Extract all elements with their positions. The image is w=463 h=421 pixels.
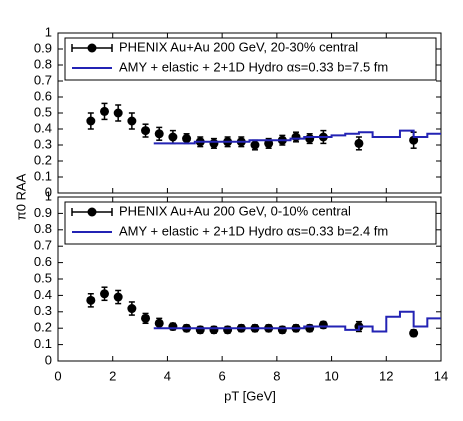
data-point [141, 313, 151, 323]
y-tick-label: 0.1 [34, 168, 52, 183]
data-point [182, 134, 192, 144]
data-point [209, 325, 219, 335]
x-tick-label: 10 [324, 368, 338, 383]
data-point [100, 289, 110, 299]
y-axis-label: π0 RAA [13, 173, 28, 220]
legend-label: AMY + elastic + 2+1D Hydro αs=0.33 b=2.4… [119, 223, 388, 238]
x-tick-label: 8 [273, 368, 280, 383]
data-point [154, 318, 164, 328]
data-point [223, 325, 233, 335]
data-point [277, 325, 287, 335]
y-tick-label: 0.8 [34, 221, 52, 236]
y-tick-label: 0.2 [34, 320, 52, 335]
data-point [168, 132, 178, 142]
y-tick-label: 1 [45, 24, 52, 39]
data-point [250, 140, 260, 150]
y-tick-label: 0.9 [34, 205, 52, 220]
y-tick-label: 0.7 [34, 72, 52, 87]
legend-swatch [87, 207, 97, 217]
y-tick-label: 0.6 [34, 88, 52, 103]
y-tick-label: 0.3 [34, 136, 52, 151]
y-tick-label: 0.2 [34, 152, 52, 167]
model-line [153, 310, 441, 333]
legend-box [64, 201, 437, 245]
data-point [195, 325, 205, 335]
x-tick-label: 4 [164, 368, 171, 383]
legend-swatch [87, 43, 97, 53]
data-point [168, 322, 178, 332]
y-tick-label: 0.5 [34, 104, 52, 119]
data-point [100, 106, 110, 116]
data-point [409, 328, 419, 338]
y-tick-label: 0.5 [34, 270, 52, 285]
data-point [209, 138, 219, 148]
legend-label: AMY + elastic + 2+1D Hydro αs=0.33 b=7.5… [119, 59, 388, 74]
y-tick-label: 0.3 [34, 303, 52, 318]
x-tick-label: 0 [54, 368, 61, 383]
legend-label: PHENIX Au+Au 200 GeV, 0-10% central [119, 203, 351, 218]
legend-label: PHENIX Au+Au 200 GeV, 20-30% central [119, 39, 358, 54]
data-point [113, 108, 123, 118]
x-tick-label: 2 [109, 368, 116, 383]
y-tick-label: 0.7 [34, 238, 52, 253]
data-point [127, 304, 137, 314]
y-tick-label: 0.4 [34, 287, 52, 302]
x-tick-label: 6 [219, 368, 226, 383]
data-point [127, 116, 137, 126]
x-tick-label: 12 [379, 368, 393, 383]
data-point [86, 116, 96, 126]
data-point [305, 134, 315, 144]
legend-box [64, 37, 437, 81]
data-point [86, 295, 96, 305]
y-tick-label: 1 [45, 188, 52, 203]
x-tick-label: 14 [434, 368, 448, 383]
data-point [305, 323, 315, 333]
data-point [354, 138, 364, 148]
y-tick-label: 0.9 [34, 40, 52, 55]
data-point [154, 129, 164, 139]
y-tick-label: 0.1 [34, 336, 52, 351]
y-tick-label: 0.8 [34, 56, 52, 71]
data-point [291, 132, 301, 142]
model-line [153, 129, 441, 145]
x-axis-label: pT [GeV] [224, 388, 276, 403]
data-point [318, 320, 328, 330]
y-tick-label: 0 [45, 184, 52, 199]
data-point [141, 126, 151, 136]
y-tick-label: 0.6 [34, 254, 52, 269]
y-tick-label: 0.4 [34, 120, 52, 135]
y-tick-label: 0 [45, 352, 52, 367]
data-point [113, 292, 123, 302]
